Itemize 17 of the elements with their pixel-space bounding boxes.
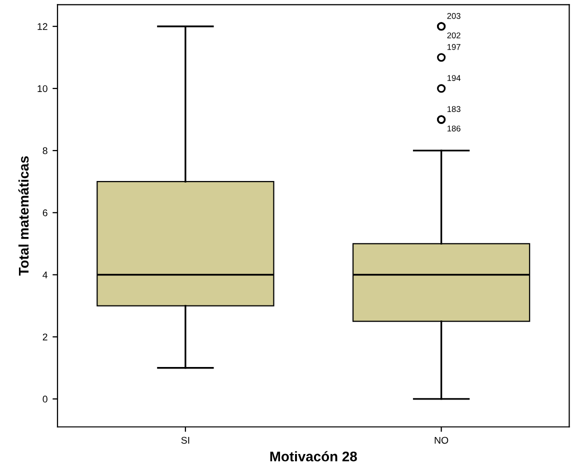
annotation: 194 bbox=[448, 75, 461, 81]
annotation: 183 bbox=[448, 106, 460, 112]
annotation: 197 bbox=[448, 44, 460, 50]
x-axis-title: Motivacón 28 bbox=[270, 451, 357, 462]
annotation: 186 bbox=[448, 126, 460, 132]
x-tick-label: NO bbox=[434, 436, 448, 444]
y-axis-title: Total matemáticas bbox=[18, 156, 29, 276]
y-tick-label: 12 bbox=[38, 23, 48, 30]
y-tick-label: 6 bbox=[42, 209, 48, 216]
y-tick-label: 10 bbox=[38, 85, 48, 92]
y-tick-label: 4 bbox=[42, 272, 48, 278]
y-tick-label: 2 bbox=[42, 334, 48, 340]
annotation: 203 bbox=[447, 12, 460, 19]
x-tick-label: SI bbox=[181, 436, 190, 444]
annotation: 202 bbox=[447, 32, 460, 38]
y-tick-label: 8 bbox=[42, 147, 48, 154]
y-tick-label: 0 bbox=[42, 396, 48, 403]
